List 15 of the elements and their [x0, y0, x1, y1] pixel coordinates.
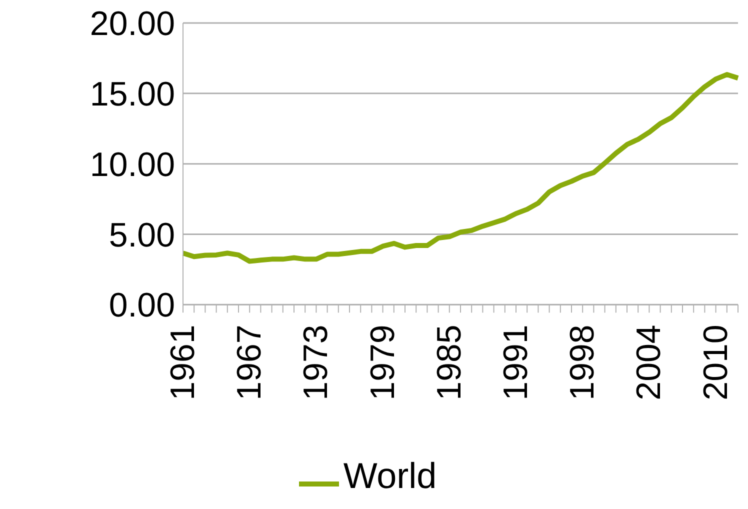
x-tick-label: 2010 — [696, 324, 735, 400]
y-tick-label: 0.00 — [108, 286, 175, 325]
legend-label: World — [343, 454, 437, 496]
x-tick-label: 1973 — [297, 324, 336, 400]
x-tick-label: 1985 — [430, 324, 468, 400]
x-tick-label: 1991 — [497, 324, 535, 400]
x-tick-label: 1967 — [230, 324, 269, 400]
y-tick-label: 15.00 — [90, 75, 175, 114]
y-tick-label: 5.00 — [108, 216, 175, 254]
x-tick-label: 1998 — [564, 324, 602, 400]
x-tick-label: 2004 — [630, 324, 668, 400]
x-tick-label: 1961 — [164, 324, 202, 400]
y-tick-label: 20.00 — [90, 5, 175, 44]
y-tick-label: 10.00 — [90, 146, 175, 184]
x-tick-label: 1979 — [364, 324, 402, 400]
